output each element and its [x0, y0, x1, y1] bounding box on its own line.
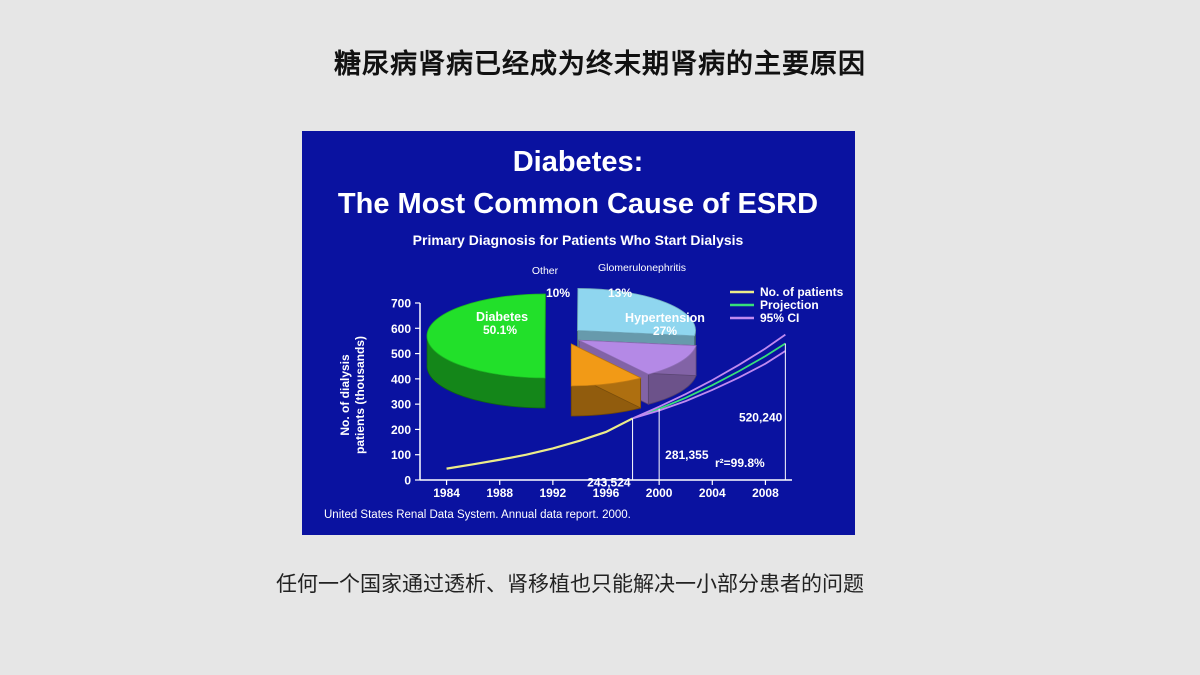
pie-label-value: 27%: [653, 324, 677, 338]
series-line-0: [446, 417, 634, 470]
y-tick-label: 700: [391, 297, 411, 311]
y-tick-label: 500: [391, 347, 411, 361]
legend-entry: Projection: [760, 298, 819, 312]
series-line-2: [632, 333, 786, 420]
slide-title-line1: Diabetes:: [513, 146, 644, 178]
pie-label-value: 10%: [546, 286, 570, 300]
pie-slice-other: [570, 343, 642, 387]
x-tick-label: 1984: [433, 486, 460, 500]
y-tick-label: 0: [404, 474, 411, 488]
page-caption: 任何一个国家通过透析、肾移植也只能解决一小部分患者的问题: [0, 568, 1140, 598]
x-tick-label: 2000: [646, 486, 673, 500]
data-label: 281,355: [665, 448, 709, 462]
x-tick-label: 1996: [593, 486, 620, 500]
x-tick-label: 1988: [486, 486, 513, 500]
caption-text: 任何一个国家通过透析、肾移植也只能解决一小部分患者的问题: [276, 572, 864, 596]
data-label: 520,240: [739, 410, 783, 424]
y-tick-label: 600: [391, 322, 411, 336]
pie-label-value: 50.1%: [483, 323, 517, 337]
page-title: 糖尿病肾病已经成为终末期肾病的主要原因: [334, 49, 866, 80]
y-axis-label-line1: No. of dialysis: [338, 354, 352, 436]
r-squared-label: r²=99.8%: [715, 456, 765, 470]
pie-label-name: Diabetes: [476, 310, 528, 324]
x-tick-label: 2004: [699, 486, 726, 500]
chart-canvas: Diabetes: The Most Common Cause of ESRD …: [324, 146, 844, 521]
pie-label-name: Glomerulonephritis: [598, 262, 686, 274]
pie-slice-diabetes: [426, 293, 546, 379]
pie-slice-glomerulonephritis: [578, 339, 697, 375]
data-label: 243,524: [587, 475, 631, 489]
slide-subtitle: Primary Diagnosis for Patients Who Start…: [413, 232, 744, 248]
pie-label-value: 13%: [608, 286, 632, 300]
pie-label-name: Hypertension: [625, 311, 705, 325]
y-tick-label: 300: [391, 398, 411, 412]
legend-entry: 95% CI: [760, 311, 799, 325]
x-tick-label: 2008: [752, 486, 779, 500]
y-tick-label: 200: [391, 423, 411, 437]
y-tick-label: 400: [391, 372, 411, 386]
slide-title-line2: The Most Common Cause of ESRD: [338, 188, 818, 220]
x-tick-label: 1992: [540, 486, 567, 500]
y-tick-label: 100: [391, 448, 411, 462]
y-axis-label-line2: patients (thousands): [353, 336, 367, 454]
legend-entry: No. of patients: [760, 285, 844, 299]
pie-label-name: Other: [532, 265, 559, 277]
source-note: United States Renal Data System. Annual …: [324, 509, 631, 521]
pie-slice-hypertension: [577, 288, 696, 337]
chart-slide: Diabetes: The Most Common Cause of ESRD …: [302, 131, 855, 535]
